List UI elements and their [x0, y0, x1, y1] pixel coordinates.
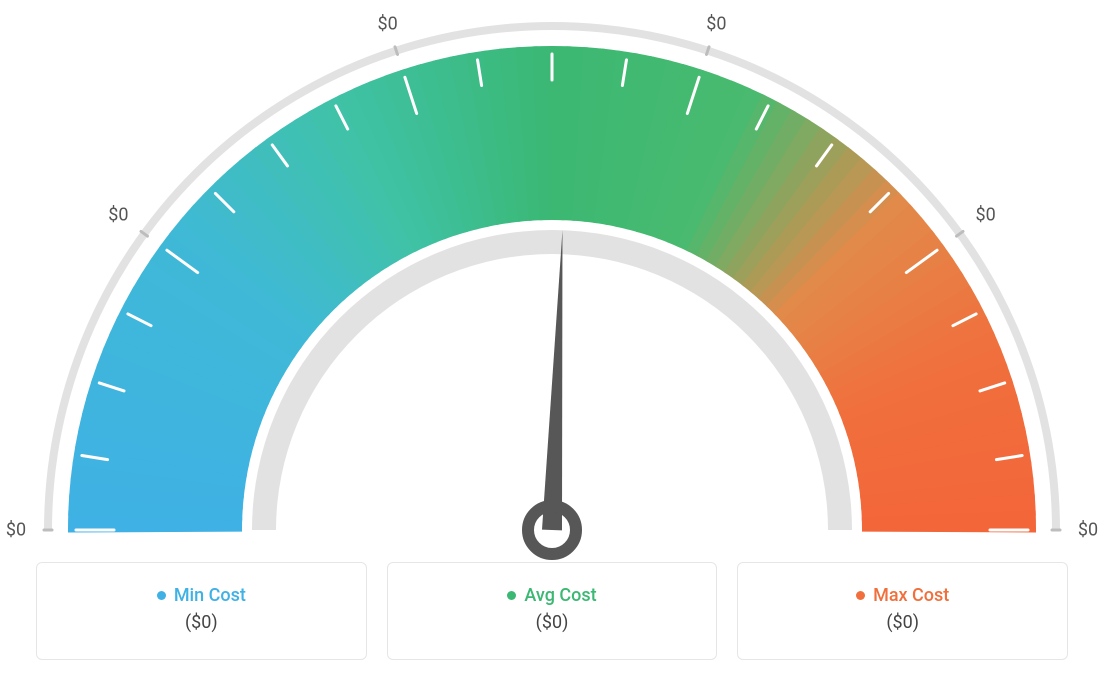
legend-label-min: Min Cost [157, 585, 246, 606]
legend-row: Min Cost ($0) Avg Cost ($0) Max Cost ($0… [36, 562, 1068, 660]
legend-value-min: ($0) [185, 612, 218, 633]
legend-text-avg: Avg Cost [524, 585, 596, 606]
gauge-chart-container: $0 $0 $0 $0 $0 $0 Min Cost ($0) Avg Cost ($0)… [0, 0, 1104, 690]
gauge-tick-label: $0 [108, 204, 128, 225]
legend-label-avg: Avg Cost [507, 585, 596, 606]
legend-text-min: Min Cost [174, 585, 246, 606]
legend-value-max: ($0) [886, 612, 919, 633]
gauge-tick-label: $0 [706, 14, 726, 35]
gauge-tick-label: $0 [377, 14, 397, 35]
gauge-tick-label: $0 [976, 204, 996, 225]
legend-value-avg: ($0) [536, 612, 569, 633]
gauge-svg [22, 10, 1082, 570]
gauge-tick-label: $0 [6, 520, 26, 541]
dot-avg [507, 591, 516, 600]
legend-label-max: Max Cost [856, 585, 949, 606]
dot-min [157, 591, 166, 600]
needle [542, 230, 562, 530]
legend-text-max: Max Cost [873, 585, 949, 606]
legend-card-max: Max Cost ($0) [737, 562, 1068, 660]
legend-card-avg: Avg Cost ($0) [387, 562, 718, 660]
gauge-tick-label: $0 [1078, 520, 1098, 541]
legend-card-min: Min Cost ($0) [36, 562, 367, 660]
dot-max [856, 591, 865, 600]
gauge: $0$0$0$0$0$0 [22, 10, 1082, 550]
